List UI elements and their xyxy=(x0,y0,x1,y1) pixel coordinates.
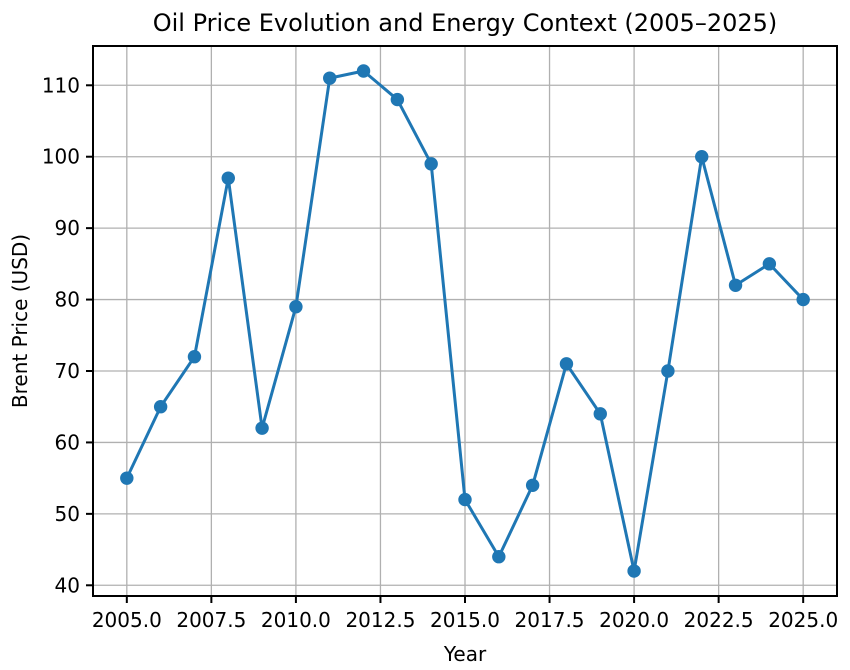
data-point-2011 xyxy=(323,71,337,85)
y-tick-label: 90 xyxy=(55,216,80,240)
x-tick-label: 2025.0 xyxy=(768,608,838,632)
data-point-2022 xyxy=(695,150,709,164)
data-point-2009 xyxy=(255,421,269,435)
y-tick-label: 70 xyxy=(55,359,80,383)
y-axis-label: Brent Price (USD) xyxy=(8,234,32,408)
tick-layer: 2005.0 2007.5 2010.0 2012.5 2015.0 2017.5 2020… xyxy=(42,73,838,632)
data-point-2020 xyxy=(627,564,641,578)
data-point-2017 xyxy=(525,478,540,492)
x-tick-label: 2017.5 xyxy=(515,608,585,632)
series-layer xyxy=(120,64,810,578)
y-tick-label: 100 xyxy=(42,145,80,169)
y-tick-label: 50 xyxy=(55,502,80,526)
data-point-2010 xyxy=(289,300,303,314)
data-point-2016 xyxy=(492,550,506,564)
x-tick-label: 2007.5 xyxy=(176,608,246,632)
data-point-2013 xyxy=(390,92,405,107)
x-tick-label: 2022.5 xyxy=(684,608,754,632)
data-point-2023 xyxy=(728,278,743,292)
data-point-2019 xyxy=(593,407,607,421)
x-tick-label: 2005.0 xyxy=(92,608,162,632)
x-tick-label: 2020.0 xyxy=(599,608,669,632)
data-point-2025 xyxy=(796,292,810,307)
data-point-2012 xyxy=(356,64,371,78)
data-point-2007 xyxy=(187,350,202,364)
data-point-2006 xyxy=(153,400,168,414)
y-tick-label: 80 xyxy=(55,288,80,312)
x-tick-label: 2010.0 xyxy=(261,608,331,632)
grid-layer xyxy=(93,46,837,596)
data-point-2008 xyxy=(221,171,235,185)
x-tick-label: 2015.0 xyxy=(430,608,500,632)
x-tick-label: 2012.5 xyxy=(345,608,415,632)
data-point-2015 xyxy=(458,492,472,507)
x-axis-label: Year xyxy=(443,642,487,666)
data-point-2005 xyxy=(120,471,134,485)
data-point-2021 xyxy=(661,364,675,378)
data-point-2024 xyxy=(762,257,777,271)
y-tick-label: 60 xyxy=(55,430,80,454)
data-point-2018 xyxy=(559,357,574,371)
frame-layer xyxy=(92,45,838,597)
y-tick-label: 110 xyxy=(42,73,80,97)
data-point-2014 xyxy=(424,157,438,171)
chart-title: Oil Price Evolution and Energy Context (… xyxy=(153,9,778,37)
y-tick-label: 40 xyxy=(55,573,80,597)
plot-border xyxy=(92,45,838,597)
